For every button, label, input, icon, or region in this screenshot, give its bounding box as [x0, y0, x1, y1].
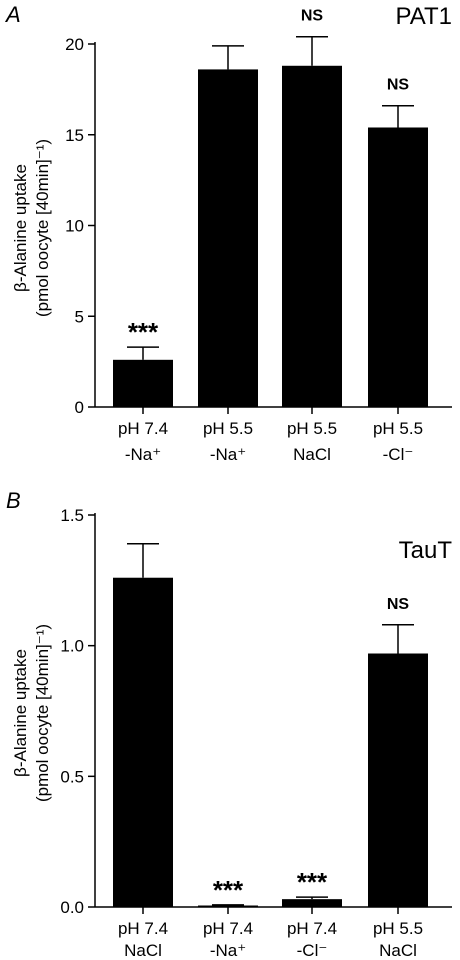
panel-letter: B — [6, 488, 21, 513]
y-tick-label: 15 — [65, 126, 84, 145]
x-category-label-line2: -Na⁺ — [125, 445, 161, 464]
x-category-label-line2: NaCl — [124, 941, 162, 960]
significance-label: *** — [128, 317, 159, 347]
x-category-label-line2: NaCl — [293, 445, 331, 464]
x-category-label-line1: pH 5.5 — [373, 419, 423, 438]
significance-label: *** — [297, 867, 328, 897]
y-tick-label: 0.0 — [60, 898, 84, 917]
y-axis-label: β-Alanine uptake (pmol oocyte [40min]⁻¹) — [11, 139, 52, 317]
y-tick-label: 0.5 — [60, 767, 84, 786]
x-category-label-line2: -Na⁺ — [210, 941, 246, 960]
panel-letter: A — [4, 2, 21, 27]
panel-b-chart: B TauT β-Alanine uptake (pmol oocyte [40min… — [6, 488, 452, 960]
y-tick-label: 10 — [65, 217, 84, 236]
significance-label: *** — [213, 875, 244, 905]
y-axis-label-line2: (pmol oocyte [40min]⁻¹) — [33, 139, 52, 317]
x-category-label-line2: -Cl⁻ — [297, 941, 328, 960]
y-axis-label-line2: (pmol oocyte [40min]⁻¹) — [33, 624, 52, 802]
bar — [282, 899, 342, 907]
x-category-label-line2: -Na⁺ — [210, 445, 246, 464]
x-category-label-line1: pH 5.5 — [203, 419, 253, 438]
bar — [282, 65, 342, 407]
y-tick-label: 5 — [75, 307, 84, 326]
bar — [113, 577, 173, 907]
y-tick-label: 1.0 — [60, 637, 84, 656]
x-category-label-line1: pH 7.4 — [118, 919, 168, 938]
x-category-label-line1: pH 5.5 — [373, 919, 423, 938]
bar — [368, 653, 428, 907]
x-category-label-line1: pH 7.4 — [118, 419, 168, 438]
y-axis-label-line1: β-Alanine uptake — [11, 649, 30, 777]
bar — [198, 69, 258, 407]
y-tick-label: 20 — [65, 35, 84, 54]
x-category-label-line1: pH 7.4 — [203, 919, 253, 938]
panel-a-chart: A PAT1 β-Alanine uptake (pmol oocyte [40min… — [4, 2, 452, 464]
x-category-label-line2: -Cl⁻ — [383, 445, 414, 464]
panel-title: PAT1 — [396, 3, 452, 30]
bar — [368, 127, 428, 408]
significance-label: NS — [387, 596, 410, 613]
x-category-label-line1: pH 5.5 — [287, 419, 337, 438]
significance-label: NS — [387, 77, 410, 94]
bar — [113, 359, 173, 407]
y-axis-label: β-Alanine uptake (pmol oocyte [40min]⁻¹) — [11, 624, 52, 802]
panel-title: TauT — [399, 537, 453, 564]
significance-label: NS — [301, 8, 324, 25]
y-tick-label: 1.5 — [60, 506, 84, 525]
x-category-label-line2: NaCl — [379, 941, 417, 960]
y-axis-label-line1: β-Alanine uptake — [11, 164, 30, 292]
y-tick-label: 0 — [75, 398, 84, 417]
bar — [198, 905, 258, 907]
x-category-label-line1: pH 7.4 — [287, 919, 337, 938]
